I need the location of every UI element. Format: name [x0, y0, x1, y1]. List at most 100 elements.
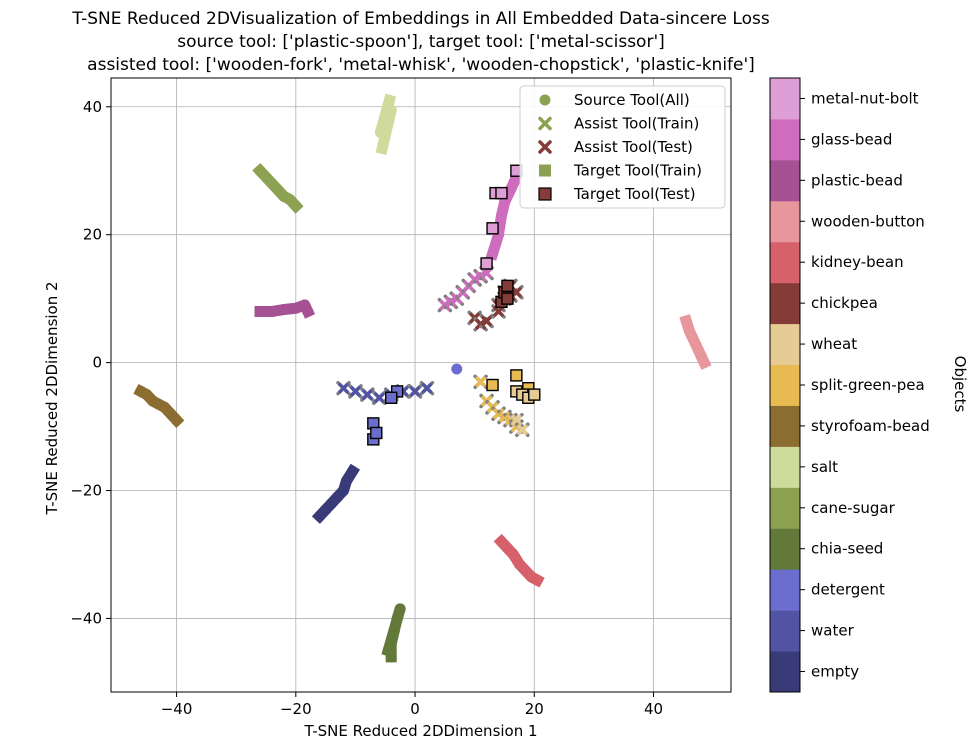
legend-entry: Assist Tool(Test)	[538, 138, 693, 156]
source-point	[388, 625, 400, 637]
assist-train-point-fill	[481, 267, 492, 279]
title-line-1: T-SNE Reduced 2DVisualization of Embeddi…	[71, 9, 770, 29]
source-point	[507, 548, 519, 560]
legend-marker-x	[538, 140, 552, 154]
colorbar-tick-label: empty	[811, 663, 859, 681]
colorbar-tick-label: glass-bead	[811, 130, 892, 148]
x-tick-label: 0	[410, 700, 420, 718]
source-point	[266, 305, 278, 317]
assist-test-wheat	[509, 412, 530, 438]
assist-test-point-fill	[511, 287, 522, 298]
legend-box	[519, 85, 726, 209]
y-tick-label: 0	[92, 354, 102, 372]
x-marker	[511, 287, 522, 298]
title-line-2: source tool: ['plastic-spoon'], target t…	[177, 32, 665, 52]
assist-train-point-fill	[362, 389, 373, 400]
colorbar-label: Objects	[951, 356, 969, 413]
colorbar-segment	[770, 651, 800, 693]
target-test-point	[370, 426, 383, 440]
colorbar-segment	[770, 159, 800, 202]
source-point	[498, 197, 510, 209]
x-tick-label: −20	[280, 700, 312, 718]
source-point	[340, 475, 352, 487]
colorbar-tick-label: wooden-button	[811, 212, 925, 230]
x-marker	[517, 424, 528, 436]
target-test-chickpea	[495, 279, 514, 309]
source-point	[680, 315, 692, 327]
source-point	[374, 126, 386, 138]
x-marker	[338, 382, 349, 394]
target-test-detergent	[367, 385, 404, 446]
source-point	[394, 603, 406, 615]
plot-area: −40 −20 0 20 40 −40 −20 0 20 40	[70, 77, 732, 718]
source-cluster-empty	[311, 463, 361, 524]
legend-entry: Target Tool(Train)	[539, 162, 702, 180]
assist-train-point-fill	[409, 386, 421, 397]
source-cluster-chia-seed	[381, 603, 406, 663]
legend-label: Assist Tool(Train)	[574, 115, 699, 133]
legend-marker-square	[538, 187, 552, 201]
colorbar-segment	[770, 446, 800, 488]
x-marker	[493, 306, 504, 317]
x-marker	[409, 386, 421, 397]
x-marker	[475, 376, 486, 388]
assist-train-point-fill	[475, 376, 486, 388]
colorbar-segment	[770, 200, 800, 243]
source-point	[385, 104, 397, 116]
colorbar-segment	[770, 241, 800, 284]
colorbar-segment	[770, 78, 800, 120]
source-point	[254, 305, 266, 317]
target-train-point	[480, 257, 493, 270]
y-tick-label: 20	[83, 226, 102, 244]
source-point	[451, 363, 463, 375]
assist-test-point-fill	[511, 414, 522, 426]
target-test-point	[528, 388, 541, 401]
title-line-3: assisted tool: ['wooden-fork', 'metal-wh…	[87, 55, 755, 75]
x-marker	[481, 267, 492, 279]
colorbar-segment	[770, 528, 800, 570]
legend-entry: Target Tool(Test)	[538, 185, 696, 203]
source-point	[171, 414, 183, 426]
x-marker	[350, 386, 361, 397]
colorbar-tick-label: kidney-bean	[811, 253, 904, 271]
legend-label: Assist Tool(Test)	[574, 138, 693, 156]
colorbar-tick-label: salt	[811, 458, 838, 476]
colorbar-segment	[770, 487, 800, 529]
colorbar-segment	[770, 118, 800, 161]
x-tick-label: 20	[525, 700, 544, 718]
y-tick-label: 40	[83, 98, 102, 116]
x-tick-label: −40	[161, 700, 193, 718]
source-cluster-wooden-button	[679, 314, 712, 370]
source-point	[383, 94, 395, 106]
source-point	[531, 574, 543, 586]
x-marker	[421, 382, 433, 394]
source-cluster-cane-sugar	[252, 162, 304, 214]
source-point	[290, 200, 302, 212]
source-cluster-detergent	[451, 363, 463, 375]
colorbar-segment	[770, 610, 800, 652]
source-point	[278, 304, 290, 316]
source-cluster-salt	[374, 93, 397, 155]
assist-train-point-fill	[374, 392, 385, 404]
source-point	[391, 612, 403, 624]
y-tick-label: −40	[70, 609, 102, 627]
colorbar-segment	[770, 569, 800, 611]
source-cluster-styrofoam-bead	[133, 383, 185, 428]
source-cluster-glass-bead	[485, 169, 524, 261]
target-test-point	[510, 369, 523, 382]
source-point	[376, 142, 388, 154]
source-cluster-plastic-bead	[254, 299, 316, 319]
x-marker	[374, 392, 385, 404]
legend: Source Tool(All) Assist Tool(Train) Assist…	[519, 85, 726, 209]
assist-test-point-fill	[493, 306, 504, 317]
colorbar-tick-label: plastic-bead	[811, 171, 903, 189]
colorbar-tick-label: cane-sugar	[811, 499, 896, 517]
colorbar-tick-label: metal-nut-bolt	[811, 89, 919, 107]
colorbar-tick-label: styrofoam-bead	[811, 417, 930, 435]
target-test-point	[384, 391, 398, 404]
colorbar-segment	[770, 364, 800, 406]
axes-frame	[110, 77, 732, 693]
x-marker	[511, 414, 522, 426]
source-point	[487, 248, 499, 260]
legend-marker-square	[539, 164, 551, 177]
